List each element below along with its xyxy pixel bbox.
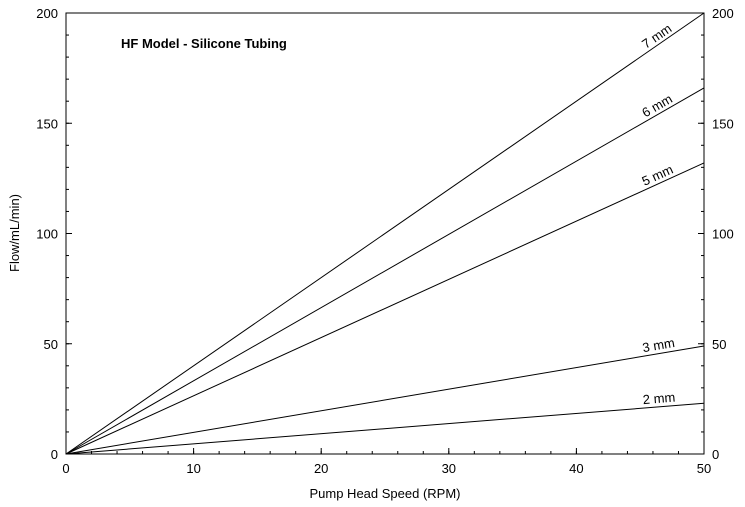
y-tick-label-left: 200: [36, 6, 58, 21]
chart-title: HF Model - Silicone Tubing: [121, 36, 287, 51]
y-axis-label: Flow/mL/min): [7, 194, 22, 272]
series-label: 6 mm: [639, 91, 675, 120]
x-tick-label: 30: [442, 461, 456, 476]
series-lines: [65, 12, 705, 455]
x-tick-label: 10: [186, 461, 200, 476]
x-axis-label: Pump Head Speed (RPM): [309, 486, 460, 501]
y-tick-label-right: 150: [712, 116, 734, 131]
y-tick-label-right: 100: [712, 227, 734, 242]
y-tick-label-right: 0: [712, 447, 719, 462]
series-label: 3 mm: [641, 335, 676, 355]
plot-frame: [65, 12, 705, 455]
y-tick-label-left: 100: [36, 227, 58, 242]
y-tick-label-right: 200: [712, 6, 734, 21]
series-line: [65, 402, 705, 455]
series-label: 2 mm: [642, 390, 676, 408]
series-label: 7 mm: [639, 21, 674, 52]
x-tick-label: 20: [314, 461, 328, 476]
y-tick-label-left: 0: [51, 447, 58, 462]
x-tick-label: 0: [62, 461, 69, 476]
series-line: [65, 87, 705, 455]
series-line: [65, 162, 705, 455]
series-line: [65, 345, 705, 455]
series-labels: 2 mm3 mm5 mm6 mm7 mm: [639, 21, 676, 407]
y-tick-label-right: 50: [712, 337, 726, 352]
x-tick-label: 40: [569, 461, 583, 476]
x-tick-label: 50: [697, 461, 711, 476]
series-line: [65, 12, 705, 455]
y-tick-label-left: 50: [44, 337, 58, 352]
y-tick-label-left: 150: [36, 116, 58, 131]
